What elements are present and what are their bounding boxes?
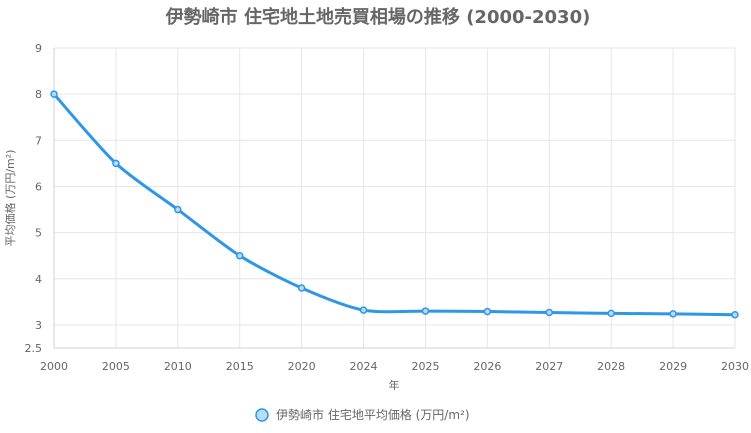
series-layer	[50, 90, 739, 319]
x-tick-label: 2020	[288, 360, 316, 373]
x-tick-label: 2015	[226, 360, 254, 373]
data-point-2030[interactable]	[731, 311, 739, 319]
series-line	[52, 93, 736, 317]
data-point-2027[interactable]	[545, 308, 554, 317]
y-tick-label: 9	[35, 42, 42, 55]
legend-marker	[255, 408, 269, 422]
x-tick-label: 2028	[597, 360, 625, 373]
data-point-2005[interactable]	[112, 159, 120, 168]
x-tick-label: 2024	[350, 360, 378, 373]
x-tick-label: 2000	[40, 360, 68, 373]
legend[interactable]: 伊勢崎市 住宅地平均価格 (万円/m²)	[255, 407, 470, 422]
data-point-2020[interactable]	[297, 284, 306, 292]
data-point-2024[interactable]	[359, 306, 368, 314]
grid	[53, 47, 736, 349]
data-point-2026[interactable]	[483, 307, 492, 316]
chart-title: 伊勢崎市 住宅地土地売買相場の推移 (2000-2030)	[165, 6, 591, 28]
x-tick-label: 2026	[473, 360, 501, 373]
data-point-2029[interactable]	[669, 310, 677, 318]
y-axis-ticks: 2.5 3 4 5 6 7 8 9	[25, 42, 43, 355]
x-tick-label: 2027	[535, 360, 563, 373]
legend-label: 伊勢崎市 住宅地平均価格 (万円/m²)	[276, 407, 470, 422]
x-axis-ticks: 2000 2005 2010 2015 2020 2024 2025 2026 2027 2028…	[40, 360, 749, 373]
y-tick-label: 6	[35, 180, 42, 193]
data-point-2025[interactable]	[421, 307, 430, 315]
y-tick-label: 7	[35, 134, 42, 147]
x-tick-label: 2029	[659, 360, 687, 373]
y-tick-label: 5	[35, 227, 42, 240]
x-axis-label: 年	[389, 378, 400, 392]
y-tick-label: 2.5	[25, 342, 43, 355]
data-point-2015[interactable]	[235, 251, 244, 260]
x-tick-label: 2025	[411, 360, 439, 373]
x-tick-label: 2030	[721, 360, 749, 373]
data-point-2010[interactable]	[174, 205, 182, 214]
y-tick-label: 4	[35, 273, 42, 286]
x-tick-label: 2005	[102, 360, 130, 373]
y-tick-label: 3	[35, 319, 42, 332]
y-axis-label: 平均価格 (万円/m²)	[3, 150, 17, 247]
data-point-2028[interactable]	[607, 309, 615, 318]
data-point-2000[interactable]	[50, 90, 58, 98]
y-tick-label: 8	[35, 88, 42, 101]
x-tick-label: 2010	[164, 360, 192, 373]
